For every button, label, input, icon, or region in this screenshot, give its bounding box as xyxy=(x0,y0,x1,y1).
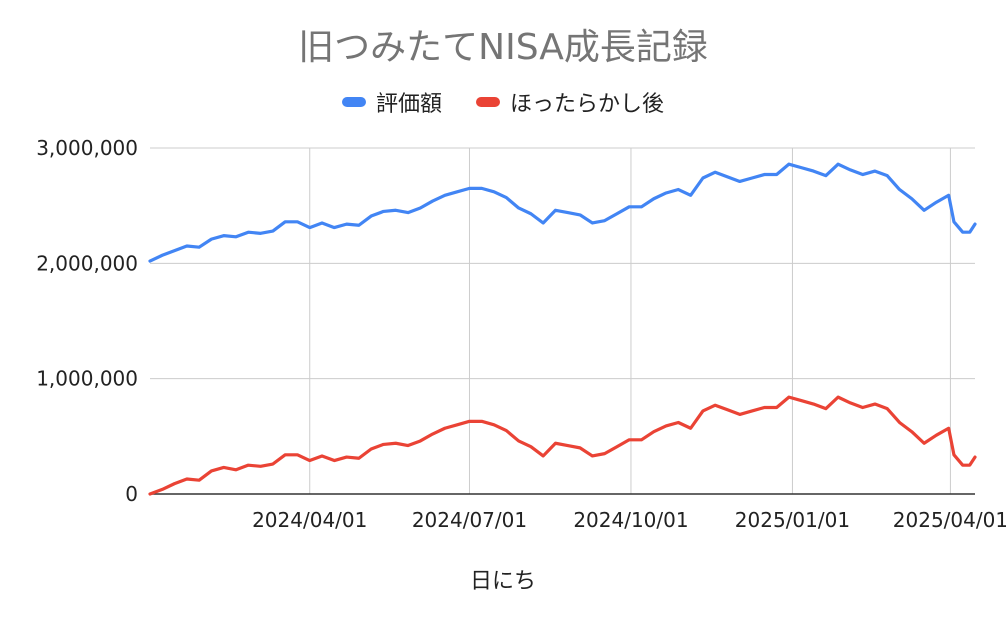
x-tick-label: 2024/10/01 xyxy=(573,508,688,532)
x-tick-label: 2024/07/01 xyxy=(412,508,527,532)
legend-item-after-hands-off: ほったらかし後 xyxy=(476,86,664,118)
x-tick-label: 2025/04/01 xyxy=(893,508,1006,532)
legend-swatch-after-hands-off xyxy=(476,97,500,107)
series-line-after-hands-off xyxy=(148,395,977,496)
legend-swatch-valuation xyxy=(341,97,366,107)
legend-label-after-hands-off: ほったらかし後 xyxy=(510,92,665,117)
x-tick-label: 2025/01/01 xyxy=(735,508,850,532)
legend-item-valuation: 評価額 xyxy=(341,86,442,118)
legend-label-valuation: 評価額 xyxy=(375,92,442,117)
x-axis-title: 日にち xyxy=(469,569,536,594)
y-tick-label: 0 xyxy=(125,482,138,506)
chart-title: 旧つみたてNISA成長記録 xyxy=(298,27,708,68)
y-tick-label: 1,000,000 xyxy=(36,367,138,391)
legend: 評価額 ほったらかし後 xyxy=(0,86,1006,118)
series-line-valuation xyxy=(148,162,977,263)
y-tick-label: 3,000,000 xyxy=(36,136,138,160)
x-tick-label: 2024/04/01 xyxy=(252,508,367,532)
y-tick-label: 2,000,000 xyxy=(36,251,138,275)
